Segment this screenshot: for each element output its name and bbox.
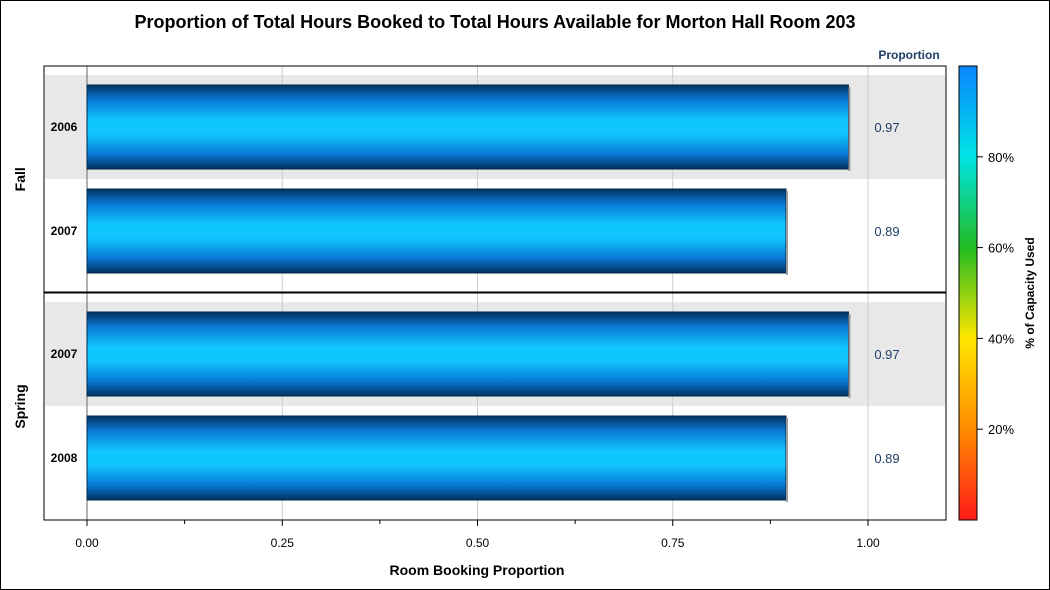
x-tick-label: 0.00	[75, 536, 99, 550]
x-tick-label: 0.25	[271, 536, 295, 550]
bar	[86, 188, 787, 274]
value-label: 0.97	[874, 347, 899, 362]
stat-column-header: Proportion	[878, 48, 939, 62]
color-ramp	[958, 65, 978, 521]
value-label: 0.89	[874, 224, 899, 239]
legend-tick-label: 40%	[988, 331, 1014, 346]
legend-title: % of Capacity Used	[1023, 237, 1037, 348]
value-label: 0.89	[874, 451, 899, 466]
bar-shadow	[848, 87, 851, 171]
bar	[86, 415, 787, 501]
group-label: Spring	[12, 384, 28, 428]
group-label: Fall	[12, 167, 28, 191]
x-tick-label: 0.50	[466, 536, 490, 550]
legend-tick-label: 60%	[988, 241, 1014, 256]
category-labels: 2006 2007 2007 2008	[51, 120, 78, 465]
legend-ticks: 20% 40% 60% 80%	[977, 150, 1014, 437]
category-label: 2006	[51, 120, 78, 134]
x-tick-label: 1.00	[856, 536, 880, 550]
legend-tick-label: 80%	[988, 150, 1014, 165]
color-legend: 20% 40% 60% 80% % of Capacity Used	[958, 65, 1037, 521]
value-label: 0.97	[874, 120, 899, 135]
bar-shadow	[785, 418, 788, 502]
bars	[86, 84, 851, 502]
value-labels: 0.97 0.89 0.97 0.89	[874, 120, 899, 466]
bar	[86, 84, 849, 170]
legend-tick-label: 20%	[988, 422, 1014, 437]
chart-title: Proportion of Total Hours Booked to Tota…	[134, 12, 855, 32]
category-label: 2007	[51, 347, 78, 361]
category-label: 2008	[51, 451, 78, 465]
category-label: 2007	[51, 224, 78, 238]
group-labels: Fall Spring	[12, 167, 28, 428]
x-axis-title: Room Booking Proportion	[390, 562, 565, 578]
bar	[86, 311, 849, 397]
x-axis-ticks: 0.00 0.25 0.50 0.75 1.00	[75, 520, 880, 550]
x-tick-label: 0.75	[661, 536, 685, 550]
bar-shadow	[848, 314, 851, 398]
bar-shadow	[785, 191, 788, 275]
